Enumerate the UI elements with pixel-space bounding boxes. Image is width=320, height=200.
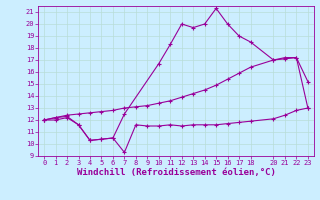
X-axis label: Windchill (Refroidissement éolien,°C): Windchill (Refroidissement éolien,°C) [76, 168, 276, 177]
